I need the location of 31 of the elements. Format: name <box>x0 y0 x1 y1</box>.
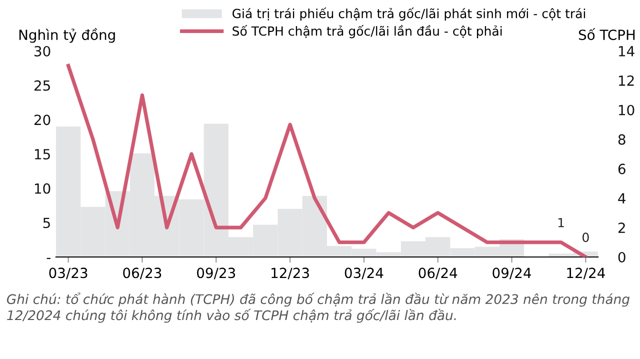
y2-tick-label: 10 <box>618 104 634 116</box>
y-tick-label: 10 <box>34 183 50 194</box>
y2-tick-label: 6 <box>618 164 626 174</box>
text: Ghi chú: tổ chức phát hành (TCPH) đã công bố chậm trả lần đầu từ năm 2023 nên trong tháng 12/2024 chúng tôi không tính vào số TCPH chậm trả gốc/lãi lần đầu. <box>6 292 630 323</box>
y-tick-label: 15 <box>34 149 50 160</box>
data-label: 1 <box>558 218 564 228</box>
x-tick-label: 06/23 <box>123 268 162 280</box>
y2-tick-label: 14 <box>618 46 634 56</box>
x-tick-label: 12/23 <box>272 268 309 280</box>
x-tick-label: 03/24 <box>344 268 384 280</box>
x-tick-label: 09/24 <box>492 268 532 280</box>
line-series <box>66 64 588 257</box>
y2-tick-label: 2 <box>618 222 625 233</box>
legend-label: Số TCPH chậm trả gốc/lãi lần đầu - cột phải <box>232 25 502 38</box>
y2-tick-label: 12 <box>618 75 634 86</box>
y-tick-label: 25 <box>34 80 50 91</box>
y-tick-label: 20 <box>34 114 50 126</box>
y-tick-label: 30 <box>34 46 50 56</box>
y2-tick-label: 4 <box>618 193 626 204</box>
y-tick-label: - <box>46 258 50 260</box>
x-tick-label: 09/23 <box>197 268 236 280</box>
x-tick-label: 12/24 <box>567 268 605 280</box>
y2-tick-label: 0 <box>618 252 626 262</box>
x-tick-label: 03/23 <box>49 268 88 280</box>
data-label: 0 <box>582 232 589 242</box>
x-tick-label: 06/24 <box>418 268 458 280</box>
legend-label: Giá trị trái phiếu chậm trả gốc/lãi phát sinh mới - cột trái <box>232 8 586 21</box>
y2-axis-title: Số TCPH <box>578 28 635 40</box>
y-axis-title: Nghìn tỷ đồng <box>19 28 115 43</box>
y2-tick-label: 8 <box>618 134 626 145</box>
y-tick-label: 5 <box>43 218 50 228</box>
